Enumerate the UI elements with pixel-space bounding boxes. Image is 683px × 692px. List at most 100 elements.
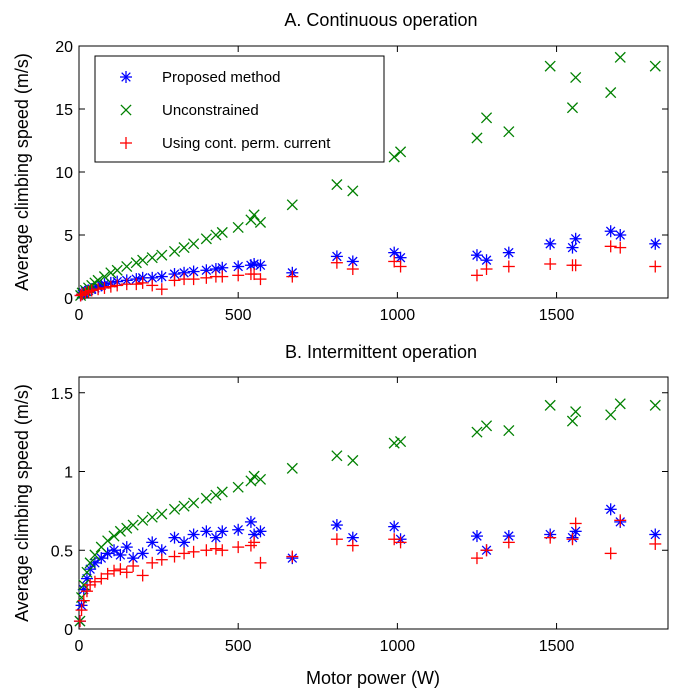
point-unconstrained-b-3 — [81, 566, 93, 578]
x-tick-label: 1000 — [380, 638, 416, 655]
point-unconstrained-b-7 — [102, 535, 114, 547]
point-unconstrained-a-17 — [188, 238, 200, 250]
legend-marker-unconstrained — [120, 104, 132, 116]
point-proposed-b-11 — [127, 552, 140, 565]
point-proposed-b-3 — [80, 572, 93, 585]
point-proposed-b-17 — [187, 528, 200, 541]
y-tick-label: 0 — [64, 622, 73, 639]
point-proposed-a-36 — [544, 237, 557, 250]
point-proposed-b-14 — [155, 544, 168, 557]
point-unconstrained-b-38 — [649, 399, 661, 411]
point-cont-current-a-32 — [544, 257, 557, 270]
y-tick-label: 0.5 — [51, 543, 73, 560]
point-proposed-b-15 — [168, 531, 181, 544]
point-cont-current-b-14 — [155, 553, 168, 566]
point-cont-current-b-32 — [502, 536, 515, 549]
point-unconstrained-b-21 — [232, 481, 244, 493]
panel-a-ticks: 0 500 1000 1500 0 5 10 15 20 — [55, 39, 668, 324]
point-cont-current-a-16 — [187, 273, 200, 286]
point-unconstrained-a-12 — [137, 254, 149, 266]
point-cont-current-b-4 — [84, 578, 97, 591]
point-unconstrained-b-8 — [108, 530, 120, 542]
point-unconstrained-b-23 — [248, 470, 260, 482]
point-proposed-b-12 — [136, 547, 149, 560]
panel-b-ylabel: Average climbing speed (m/s) — [12, 384, 32, 622]
point-unconstrained-b-16 — [178, 500, 190, 512]
point-cont-current-a-28 — [394, 260, 407, 273]
point-unconstrained-b-28 — [388, 437, 400, 449]
y-tick-label: 1 — [64, 465, 73, 482]
point-unconstrained-a-18 — [200, 233, 212, 245]
point-unconstrained-a-9 — [111, 264, 123, 276]
point-unconstrained-b-20 — [216, 486, 228, 498]
point-unconstrained-a-10 — [121, 260, 133, 273]
point-unconstrained-a-21 — [232, 221, 244, 233]
point-cont-current-b-35 — [569, 517, 582, 530]
point-unconstrained-a-8 — [105, 267, 117, 279]
y-tick-label: 0 — [64, 291, 73, 308]
point-cont-current-a-5 — [92, 283, 105, 296]
point-cont-current-a-22 — [248, 268, 261, 281]
point-proposed-b-16 — [178, 536, 191, 549]
point-proposed-a-39 — [604, 225, 617, 238]
y-tick-label: 15 — [55, 102, 73, 119]
point-cont-current-a-31 — [502, 260, 515, 273]
point-cont-current-a-23 — [254, 273, 267, 286]
point-proposed-b-19 — [209, 531, 222, 544]
point-cont-current-b-20 — [216, 544, 229, 557]
legend-box — [94, 55, 385, 163]
point-proposed-b-36 — [604, 503, 617, 516]
point-cont-current-b-31 — [480, 544, 493, 557]
point-proposed-b-9 — [114, 548, 127, 561]
point-unconstrained-a-14 — [156, 249, 168, 261]
point-cont-current-a-8 — [111, 279, 124, 292]
panel-a-ylabel: Average climbing speed (m/s) — [12, 53, 32, 291]
panel-b-points — [73, 398, 662, 628]
point-unconstrained-a-23 — [248, 209, 260, 221]
point-cont-current-b-12 — [136, 569, 149, 582]
point-proposed-a-17 — [155, 270, 168, 283]
point-unconstrained-a-16 — [178, 242, 190, 254]
point-proposed-b-22 — [244, 515, 257, 528]
point-cont-current-a-4 — [85, 284, 98, 297]
point-cont-current-b-28 — [388, 533, 401, 546]
point-proposed-b-24 — [254, 525, 267, 538]
point-unconstrained-b-12 — [137, 514, 149, 526]
point-cont-current-a-3 — [82, 285, 95, 298]
point-unconstrained-b-25 — [286, 462, 298, 474]
point-cont-current-b-8 — [108, 564, 121, 577]
legend: Proposed method Unconstrained Using cont… — [94, 55, 385, 163]
point-cont-current-b-9 — [114, 563, 127, 576]
point-unconstrained-a-34 — [566, 102, 579, 114]
point-unconstrained-a-37 — [614, 51, 626, 63]
panel-b-ticks: 0 500 1000 1500 0 0.5 1 1.5 — [51, 377, 668, 655]
point-cont-current-a-20 — [232, 269, 245, 282]
point-proposed-a-33 — [470, 249, 483, 262]
point-proposed-b-21 — [232, 523, 245, 536]
point-proposed-a-40 — [614, 229, 627, 241]
point-cont-current-b-37 — [614, 514, 627, 527]
point-unconstrained-b-15 — [168, 503, 181, 515]
point-unconstrained-a-32 — [503, 126, 515, 138]
legend-marker-proposed — [120, 71, 132, 83]
point-unconstrained-a-27 — [347, 185, 359, 197]
point-cont-current-b-22 — [244, 539, 257, 552]
panel-a-points — [74, 51, 662, 302]
point-cont-current-b-19 — [209, 542, 222, 555]
point-unconstrained-b-11 — [127, 519, 139, 531]
y-tick-label: 1.5 — [51, 386, 73, 403]
point-unconstrained-b-19 — [210, 489, 222, 501]
point-proposed-a-27 — [254, 259, 267, 272]
point-unconstrained-a-20 — [216, 226, 228, 239]
panel-continuous: A. Continuous operation 0 500 1000 1500 0 5 10… — [12, 10, 669, 324]
point-unconstrained-b-32 — [503, 424, 515, 437]
point-unconstrained-a-6 — [92, 274, 104, 286]
point-cont-current-b-26 — [330, 533, 343, 546]
point-unconstrained-b-35 — [570, 406, 582, 418]
point-proposed-a-37 — [566, 241, 579, 254]
point-unconstrained-a-22 — [245, 214, 257, 226]
point-cont-current-a-36 — [614, 241, 627, 254]
point-cont-current-a-26 — [346, 263, 359, 276]
point-proposed-a-41 — [649, 237, 662, 250]
point-cont-current-a-14 — [168, 274, 181, 287]
